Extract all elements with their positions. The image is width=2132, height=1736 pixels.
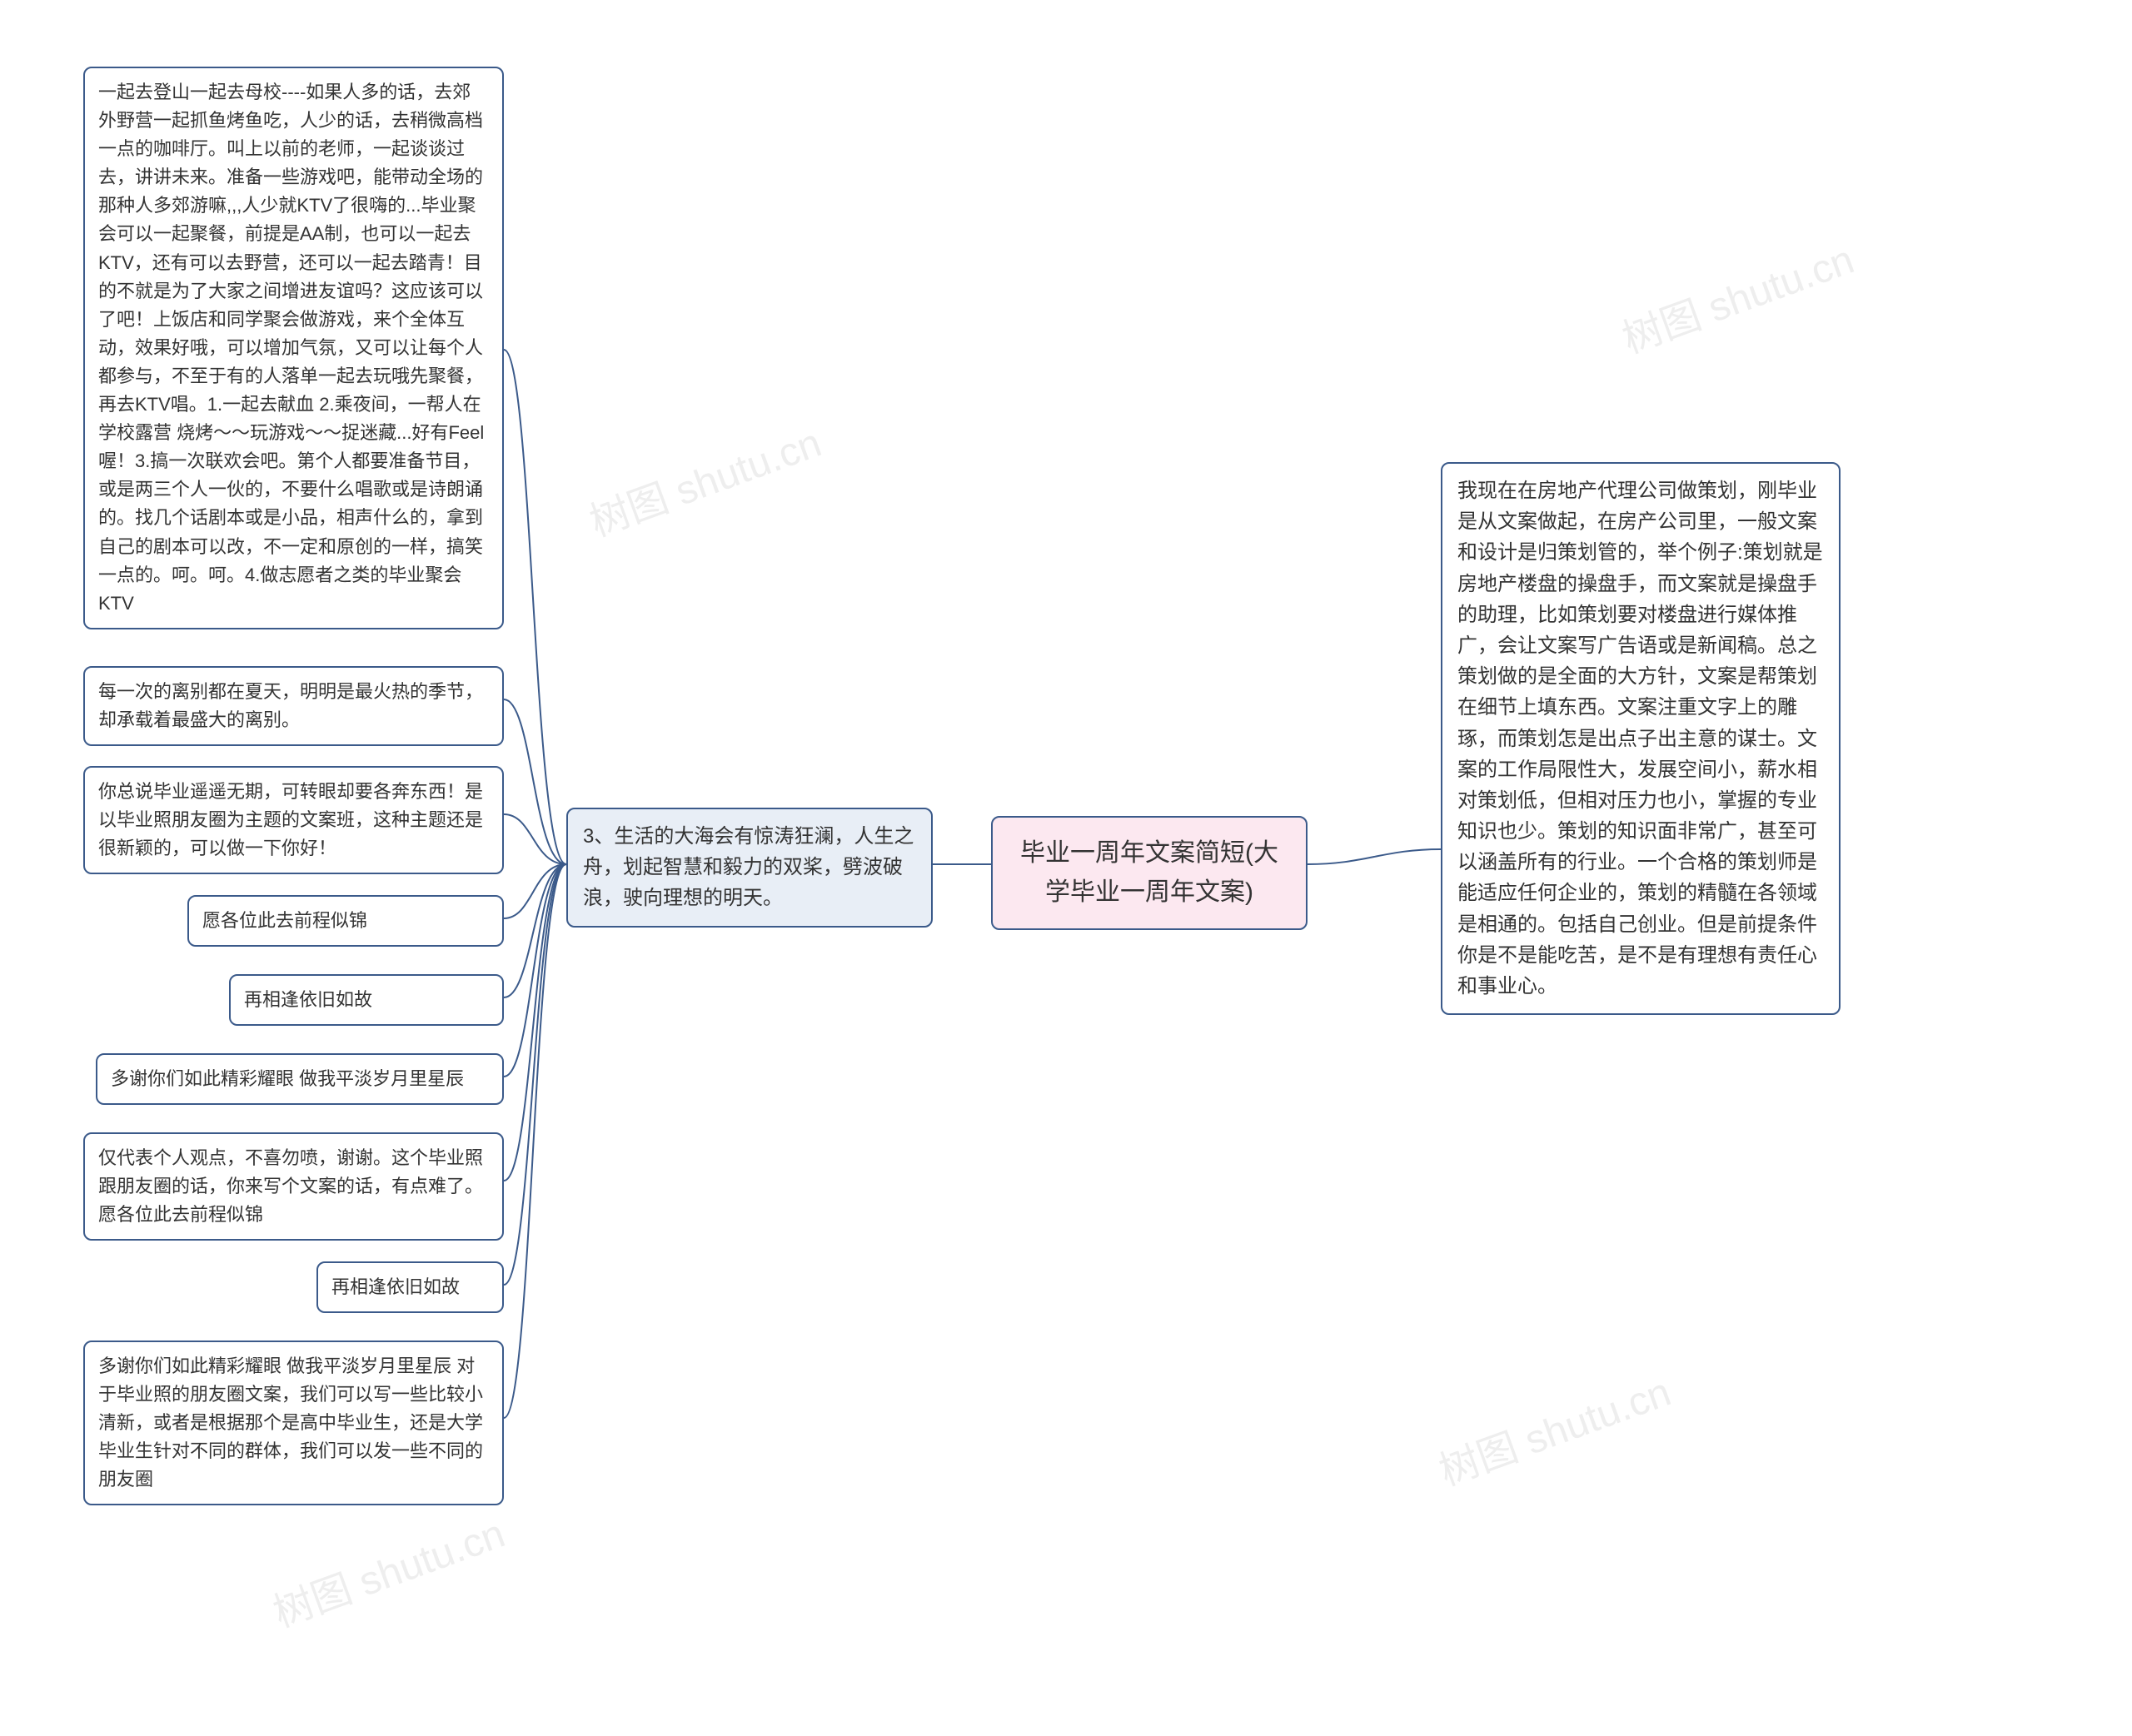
leaf-node[interactable]: 仅代表个人观点，不喜勿喷，谢谢。这个毕业照跟朋友圈的话，你来写个文案的话，有点难… xyxy=(83,1132,504,1241)
connector xyxy=(504,864,566,1418)
leaf-node[interactable]: 每一次的离别都在夏天，明明是最火热的季节，却承载着最盛大的离别。 xyxy=(83,666,504,746)
left-sub-text: 3、生活的大海会有惊涛狂澜，人生之舟，划起智慧和毅力的双桨，劈波破浪，驶向理想的… xyxy=(583,825,914,909)
leaf-text: 愿各位此去前程似锦 xyxy=(202,910,367,931)
connector xyxy=(504,864,566,918)
leaf-text: 每一次的离别都在夏天，明明是最火热的季节，却承载着最盛大的离别。 xyxy=(98,681,483,730)
connector xyxy=(504,864,566,1181)
connector xyxy=(504,814,566,864)
leaf-text: 再相逢依旧如故 xyxy=(244,989,372,1010)
leaf-text: 你总说毕业遥遥无期，可转眼却要各奔东西！是以毕业照朋友圈为主题的文案班，这种主题… xyxy=(98,781,483,858)
root-text: 毕业一周年文案简短(大学毕业一周年文案) xyxy=(1020,839,1278,906)
leaf-node[interactable]: 再相逢依旧如故 xyxy=(229,974,504,1026)
right-branch-text: 我现在在房地产代理公司做策划，刚毕业是从文案做起，在房产公司里，一般文案和设计是… xyxy=(1457,480,1823,997)
leaf-node[interactable]: 多谢你们如此精彩耀眼 做我平淡岁月里星辰 对于毕业照的朋友圈文案，我们可以写一些… xyxy=(83,1341,504,1505)
left-sub-node[interactable]: 3、生活的大海会有惊涛狂澜，人生之舟，划起智慧和毅力的双桨，劈波破浪，驶向理想的… xyxy=(566,808,933,928)
watermark: 树图 shutu.cn xyxy=(264,1500,511,1638)
leaf-node[interactable]: 一起去登山一起去母校----如果人多的话，去郊外野营一起抓鱼烤鱼吃，人少的话，去… xyxy=(83,67,504,629)
leaf-text: 仅代表个人观点，不喜勿喷，谢谢。这个毕业照跟朋友圈的话，你来写个文案的话，有点难… xyxy=(98,1147,483,1225)
connector xyxy=(1308,849,1441,864)
leaf-node[interactable]: 愿各位此去前程似锦 xyxy=(187,895,504,947)
connector xyxy=(504,864,566,1077)
watermark: 树图 shutu.cn xyxy=(1613,226,1861,364)
connector xyxy=(504,699,566,864)
leaf-node[interactable]: 再相逢依旧如故 xyxy=(316,1261,504,1313)
leaf-node[interactable]: 你总说毕业遥遥无期，可转眼却要各奔东西！是以毕业照朋友圈为主题的文案班，这种主题… xyxy=(83,766,504,874)
leaf-text: 多谢你们如此精彩耀眼 做我平淡岁月里星辰 xyxy=(111,1068,464,1089)
watermark: 树图 shutu.cn xyxy=(580,410,828,547)
leaf-node[interactable]: 多谢你们如此精彩耀眼 做我平淡岁月里星辰 xyxy=(96,1053,504,1105)
connector xyxy=(504,864,566,997)
watermark: 树图 shutu.cn xyxy=(1430,1359,1677,1496)
right-branch-node[interactable]: 我现在在房地产代理公司做策划，刚毕业是从文案做起，在房产公司里，一般文案和设计是… xyxy=(1441,462,1841,1015)
connector xyxy=(504,350,566,864)
leaf-text: 多谢你们如此精彩耀眼 做我平淡岁月里星辰 对于毕业照的朋友圈文案，我们可以写一些… xyxy=(98,1355,483,1490)
connector xyxy=(504,864,566,1285)
leaf-text: 一起去登山一起去母校----如果人多的话，去郊外野营一起抓鱼烤鱼吃，人少的话，去… xyxy=(98,82,484,614)
leaf-text: 再相逢依旧如故 xyxy=(331,1276,460,1297)
root-node[interactable]: 毕业一周年文案简短(大学毕业一周年文案) xyxy=(991,816,1308,930)
